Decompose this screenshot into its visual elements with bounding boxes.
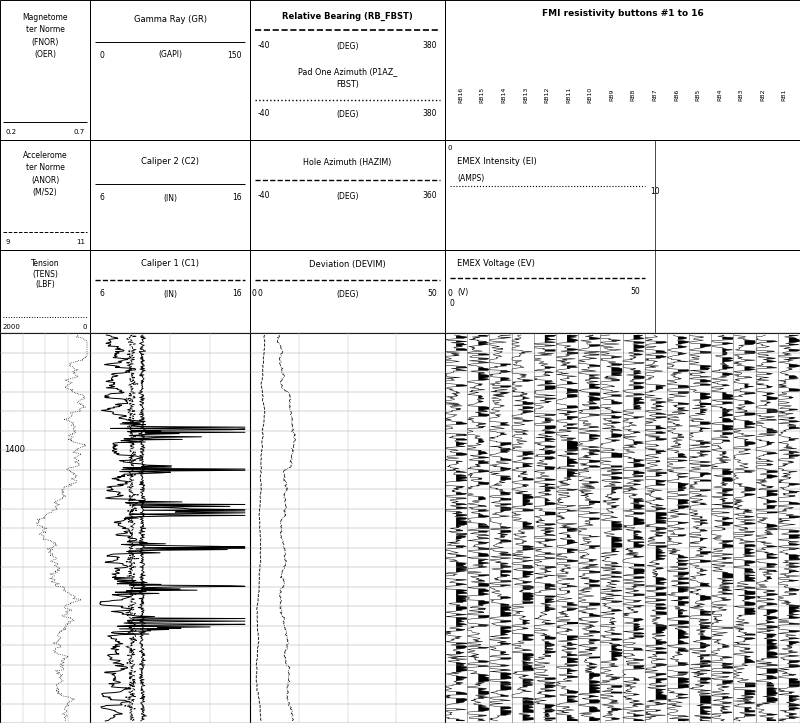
Bar: [0, 0, 90, 140]
Text: (DEG): (DEG): [336, 109, 358, 119]
Text: RB12: RB12: [545, 87, 550, 103]
Text: 0: 0: [82, 324, 87, 330]
Text: (V): (V): [457, 288, 468, 296]
Text: ter Norme: ter Norme: [26, 25, 65, 35]
Text: 16: 16: [232, 289, 242, 299]
Text: RB14: RB14: [502, 87, 506, 103]
Text: Relative Bearing (RB_FBST): Relative Bearing (RB_FBST): [282, 12, 413, 20]
Text: 0: 0: [252, 289, 257, 299]
Text: RB3: RB3: [738, 89, 743, 101]
Text: 150: 150: [227, 51, 242, 59]
Text: RB10: RB10: [588, 87, 593, 103]
Text: 0: 0: [258, 289, 263, 299]
Text: RB15: RB15: [480, 87, 485, 103]
Text: RB1: RB1: [782, 89, 786, 101]
Bar: [90, 140, 250, 250]
Text: -40: -40: [258, 41, 270, 51]
Text: (OER): (OER): [34, 49, 56, 59]
Text: 6: 6: [100, 194, 105, 202]
Text: 16: 16: [232, 194, 242, 202]
Text: Caliper 1 (C1): Caliper 1 (C1): [141, 260, 199, 268]
Text: RB11: RB11: [566, 87, 571, 103]
Text: Tension: Tension: [30, 260, 59, 268]
Text: 0: 0: [447, 145, 451, 151]
Text: 1400: 1400: [4, 445, 25, 455]
Text: (GAPI): (GAPI): [158, 51, 182, 59]
Text: RB9: RB9: [610, 89, 614, 101]
Text: -40: -40: [258, 192, 270, 200]
Text: Gamma Ray (GR): Gamma Ray (GR): [134, 15, 206, 25]
Bar: [90, 250, 250, 333]
Text: RB13: RB13: [523, 87, 528, 103]
Text: 50: 50: [427, 289, 437, 299]
Bar: [0, 140, 90, 250]
Text: 380: 380: [422, 109, 437, 119]
Text: 0: 0: [100, 51, 105, 59]
Text: 380: 380: [422, 41, 437, 51]
Text: RB16: RB16: [458, 87, 463, 103]
Text: Deviation (DEVIM): Deviation (DEVIM): [309, 260, 386, 268]
Text: FMI resistivity buttons #1 to 16: FMI resistivity buttons #1 to 16: [542, 9, 703, 19]
Text: (AMPS): (AMPS): [457, 174, 484, 182]
Text: RB6: RB6: [674, 89, 679, 101]
Bar: [250, 0, 445, 140]
Bar: [250, 140, 445, 250]
Text: 10: 10: [650, 187, 660, 197]
Text: (FNOR): (FNOR): [31, 38, 58, 46]
Text: 0.7: 0.7: [74, 129, 85, 135]
Text: 2000: 2000: [3, 324, 21, 330]
Text: EMEX Intensity (EI): EMEX Intensity (EI): [457, 158, 537, 166]
Text: (IN): (IN): [163, 289, 177, 299]
Text: Pad One Azimuth (P1AZ_: Pad One Azimuth (P1AZ_: [298, 67, 397, 77]
Text: (TENS): (TENS): [32, 270, 58, 278]
Bar: [445, 140, 800, 250]
Text: (LBF): (LBF): [35, 280, 55, 288]
Text: 50: 50: [630, 288, 640, 296]
Text: Hole Azimuth (HAZIM): Hole Azimuth (HAZIM): [303, 158, 392, 166]
Text: 0: 0: [450, 299, 455, 309]
Text: FBST): FBST): [336, 80, 359, 90]
Text: RB7: RB7: [652, 89, 658, 101]
Text: RB2: RB2: [760, 89, 765, 101]
Text: EMEX Voltage (EV): EMEX Voltage (EV): [457, 260, 535, 268]
Bar: [0, 250, 90, 333]
Text: ter Norme: ter Norme: [26, 163, 65, 173]
Bar: [445, 250, 800, 333]
Bar: [90, 0, 250, 140]
Text: (DEG): (DEG): [336, 192, 358, 200]
Text: (DEG): (DEG): [336, 289, 358, 299]
Text: 11: 11: [76, 239, 85, 245]
Text: RB5: RB5: [695, 89, 701, 101]
Text: (DEG): (DEG): [336, 41, 358, 51]
Bar: [250, 250, 445, 333]
Bar: [0, 333, 800, 723]
Text: 9: 9: [5, 239, 10, 245]
Text: -40: -40: [258, 109, 270, 119]
Text: 6: 6: [100, 289, 105, 299]
Text: RB8: RB8: [630, 89, 636, 101]
Text: (ANOR): (ANOR): [31, 176, 59, 184]
Text: 360: 360: [422, 192, 437, 200]
Text: Magnetome: Magnetome: [22, 14, 68, 22]
Text: Accelerome: Accelerome: [22, 152, 67, 161]
Text: (IN): (IN): [163, 194, 177, 202]
Bar: [445, 0, 800, 140]
Text: 0: 0: [447, 289, 452, 299]
Text: RB4: RB4: [717, 89, 722, 101]
Text: 0.2: 0.2: [5, 129, 16, 135]
Text: Caliper 2 (C2): Caliper 2 (C2): [141, 158, 199, 166]
Text: (M/S2): (M/S2): [33, 187, 58, 197]
